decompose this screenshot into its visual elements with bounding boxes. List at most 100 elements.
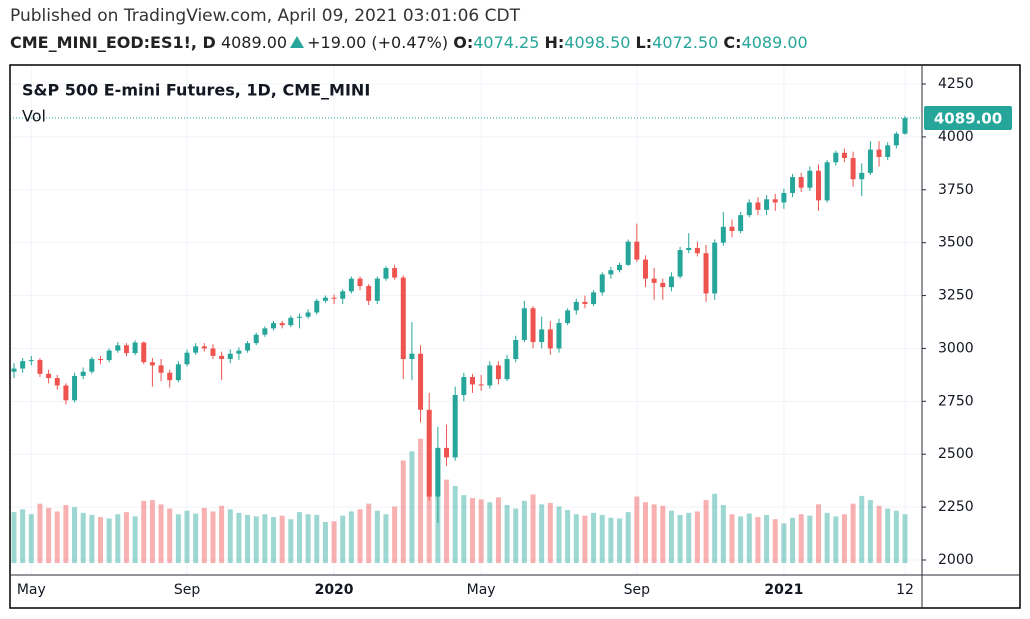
volume-bar [331, 521, 337, 563]
candle-body [738, 215, 744, 232]
candle-body [98, 359, 104, 361]
candle-body [539, 329, 545, 343]
volume-bar [521, 500, 527, 563]
candle-body [236, 350, 242, 354]
open-value: 4074.25 [473, 33, 540, 52]
volume-bar [245, 514, 251, 563]
volume-bar [582, 515, 588, 563]
volume-bar [98, 517, 104, 563]
volume-bar [340, 515, 346, 563]
candle-body [149, 362, 155, 366]
volume-bar [219, 505, 225, 563]
y-tick-label: 2500 [938, 446, 974, 462]
volume-bar [686, 512, 692, 563]
volume-bar [703, 500, 709, 563]
symbol-line: CME_MINI_EOD:ES1!, D 4089.00 +19.00 (+0.4… [10, 33, 808, 52]
volume-bar [123, 512, 129, 563]
volume-bar [288, 519, 294, 563]
last-price-label: 4089.00 [934, 110, 1002, 128]
volume-bar [738, 516, 744, 563]
candle-body [867, 149, 873, 173]
candle-body [547, 329, 553, 349]
close-value: 4089.00 [741, 33, 808, 52]
volume-bar [513, 508, 519, 563]
candle-body [46, 373, 52, 379]
candle-body [642, 259, 648, 279]
candle-body [80, 371, 86, 376]
x-tick-label: 2021 [764, 582, 803, 598]
candle-body [478, 384, 484, 386]
candle-body [668, 276, 674, 288]
volume-bar [54, 511, 60, 563]
low-value: 4072.50 [652, 33, 719, 52]
candle-body [219, 355, 225, 360]
candle-body [902, 118, 908, 134]
candle-body [400, 277, 406, 360]
candle-body [184, 352, 190, 365]
candle-body [608, 270, 614, 275]
volume-bar [599, 514, 605, 563]
volume-bar [444, 479, 450, 563]
last-price-box [924, 106, 1012, 131]
grid [10, 65, 922, 575]
candle-body [815, 170, 821, 201]
candle-body [625, 241, 631, 265]
candle-body [772, 199, 778, 203]
volume-bar [80, 512, 86, 563]
candle-body [703, 253, 709, 294]
candle-body [426, 409, 432, 497]
volume-bar [634, 496, 640, 563]
candle-body [132, 342, 138, 354]
volume-bar [625, 512, 631, 563]
candle-body [106, 350, 112, 361]
candle-body [876, 149, 882, 157]
volume-bar [772, 519, 778, 563]
candle-body [227, 353, 233, 360]
candle-body [348, 278, 354, 292]
volume-bar [322, 522, 328, 563]
candle-body [314, 300, 320, 313]
candle-body [175, 364, 181, 381]
candle-body [28, 360, 34, 362]
candle-body [322, 297, 328, 301]
volume-bar [279, 515, 285, 563]
y-tick-label: 2250 [938, 499, 974, 515]
volume-bar [469, 498, 475, 563]
candle-body [833, 152, 839, 163]
published-line: Published on TradingView.com, April 09, … [10, 6, 520, 26]
volume-bar [392, 506, 398, 563]
volume-bar [539, 504, 545, 563]
candle-body [677, 250, 683, 277]
candle-body [591, 292, 597, 305]
volume-bar [28, 514, 34, 563]
candle-body [521, 308, 527, 340]
volume-bar [72, 507, 78, 563]
candle-body [357, 278, 363, 287]
volume-bar [746, 513, 752, 563]
volume-bar [677, 514, 683, 563]
volume-bar [227, 509, 233, 563]
volume-bar [236, 512, 242, 563]
candle-body [115, 345, 121, 351]
high-label: H: [544, 33, 565, 52]
candle-body [167, 372, 173, 381]
volume-bar [867, 500, 873, 563]
volume-bar [210, 511, 216, 563]
volume-bar [357, 509, 363, 563]
volume-bar [175, 514, 181, 563]
axes: 2000 2250 2500 2750 3000 3250 3500 3750 4000 4250… [10, 76, 1012, 598]
volume-bar [89, 514, 95, 563]
y-tick-label: 4000 [938, 129, 974, 145]
candle-body [617, 264, 623, 271]
candle-body [37, 360, 43, 374]
candle-body [201, 346, 207, 349]
volume-bar [729, 514, 735, 563]
volume-bar [573, 514, 579, 563]
candle-body [418, 353, 424, 410]
y-tick-label: 4250 [938, 76, 974, 92]
volume-bar [193, 513, 199, 563]
candle-body [383, 268, 389, 279]
y-tick-label: 3000 [938, 340, 974, 356]
